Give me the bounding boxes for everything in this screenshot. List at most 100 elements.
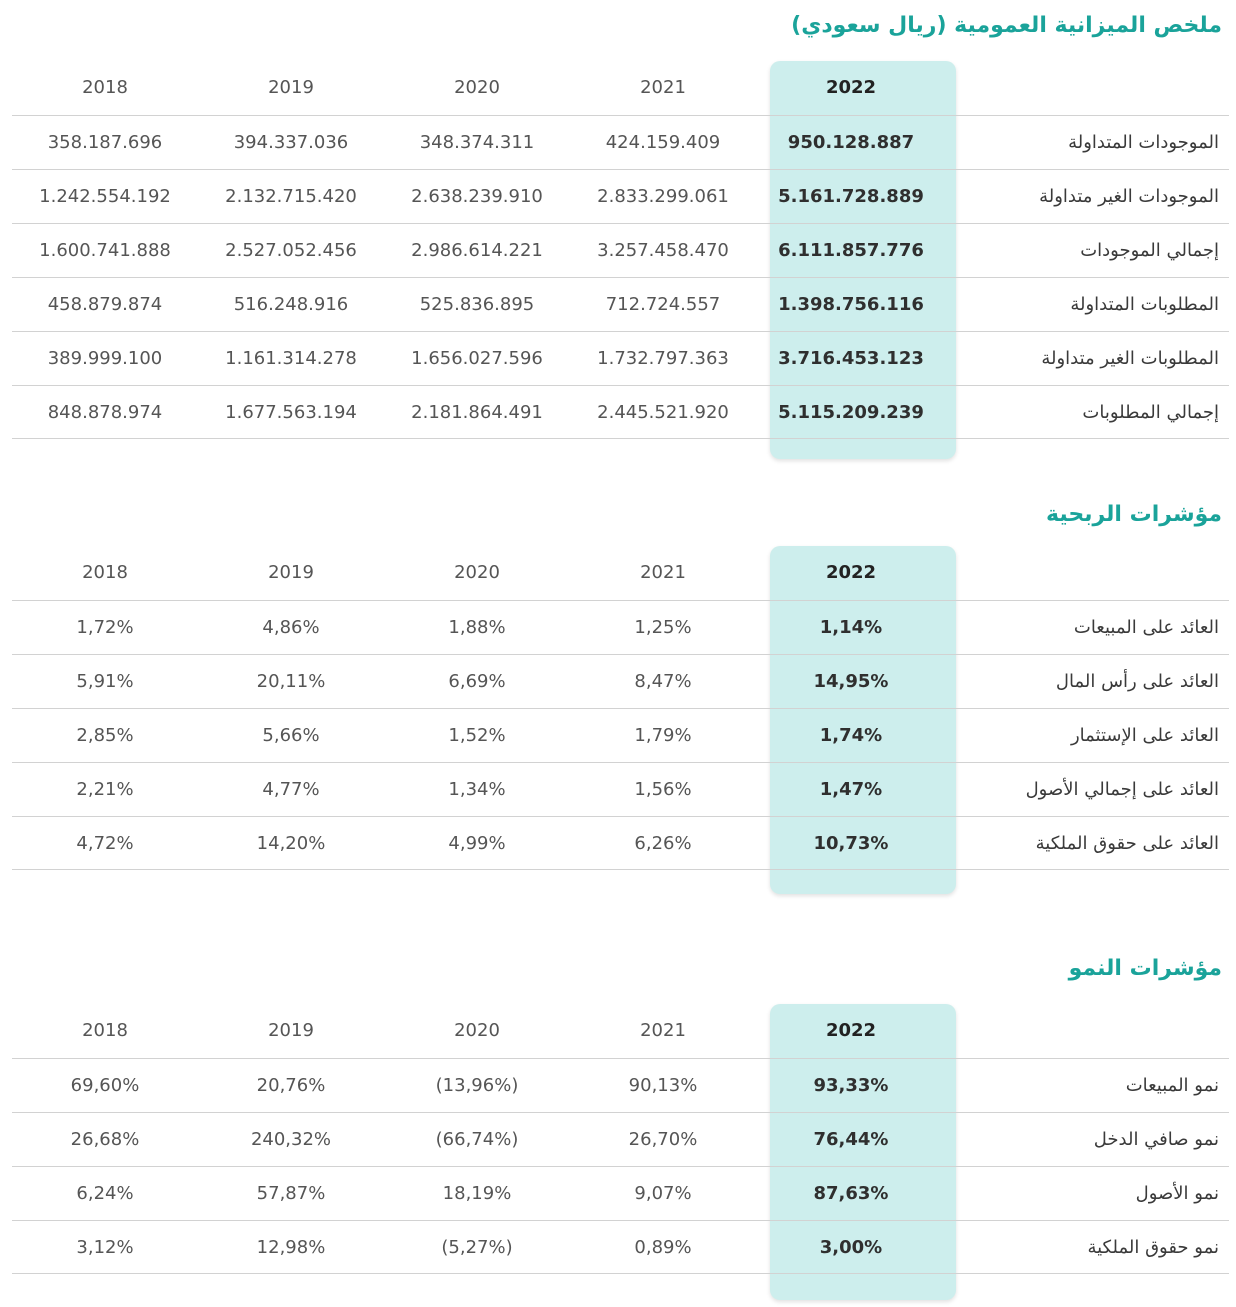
value-2018: 358.187.696	[47, 132, 163, 153]
value-2019: 4,86%	[262, 617, 320, 638]
value-2018: 2,21%	[76, 779, 134, 800]
year-header-2018: 2018	[82, 1020, 128, 1041]
value-2022: 5.161.728.889	[778, 186, 924, 207]
value-2019: 20,76%	[256, 1075, 326, 1096]
year-header-2021: 2021	[640, 562, 686, 583]
value-2019: 240,32%	[250, 1129, 332, 1150]
value-2020: (66,74%)	[435, 1129, 519, 1150]
year-header-2020: 2020	[454, 77, 500, 98]
value-2021: 1,56%	[634, 779, 692, 800]
balance-sheet-table: 2018 2019 2020 2021 2022 358.187.696 394…	[12, 61, 1229, 461]
table-row: 2,85% 5,66% 1,52% 1,79% 1,74% العائد على…	[12, 708, 1229, 762]
table-row: 5,91% 20,11% 6,69% 8,47% 14,95% العائد ع…	[12, 654, 1229, 708]
row-label: نمو الأصول	[1135, 1183, 1219, 1204]
value-2018: 5,91%	[76, 671, 134, 692]
row-label: المطلوبات المتداولة	[1070, 294, 1219, 315]
value-2019: 2.132.715.420	[225, 186, 357, 207]
value-2019: 1.161.314.278	[225, 348, 357, 369]
table-row: 2,21% 4,77% 1,34% 1,56% 1,47% العائد على…	[12, 762, 1229, 816]
value-2022: 3.716.453.123	[778, 348, 924, 369]
value-2022: 1,74%	[819, 725, 883, 746]
value-2021: 9,07%	[634, 1183, 692, 1204]
value-2018: 1,72%	[76, 617, 134, 638]
table-row: 848.878.974 1.677.563.194 2.181.864.491 …	[12, 385, 1229, 439]
value-2021: 1.732.797.363	[597, 348, 729, 369]
year-header-2021: 2021	[640, 1020, 686, 1041]
value-2019: 12,98%	[256, 1237, 326, 1258]
table-row: 458.879.874 516.248.916 525.836.895 712.…	[12, 277, 1229, 331]
value-2018: 3,12%	[76, 1237, 134, 1258]
value-2022: 5.115.209.239	[778, 402, 924, 423]
table-row: 1.242.554.192 2.132.715.420 2.638.239.91…	[12, 169, 1229, 223]
section-title: ملخص الميزانية العمومية (ريال سعودي)	[791, 13, 1222, 38]
value-2018: 4,72%	[76, 833, 134, 854]
value-2018: 1.600.741.888	[39, 240, 171, 261]
year-header-2022: 2022	[825, 562, 877, 583]
row-label: نمو صافي الدخل	[1093, 1129, 1219, 1150]
year-header-2019: 2019	[268, 562, 314, 583]
value-2021: 2.445.521.920	[597, 402, 729, 423]
year-header-2022: 2022	[825, 1020, 877, 1041]
value-2022: 1,14%	[819, 617, 883, 638]
table-row: 26,68% 240,32% (66,74%) 26,70% 76,44% نم…	[12, 1112, 1229, 1166]
row-label: العائد على المبيعات	[1073, 617, 1219, 638]
value-2022: 93,33%	[813, 1075, 889, 1096]
value-2018: 389.999.100	[47, 348, 163, 369]
year-header-2020: 2020	[454, 562, 500, 583]
growth-table: 2018 2019 2020 2021 2022 69,60% 20,76% (…	[12, 1004, 1229, 1304]
row-label: الموجودات المتداولة	[1068, 132, 1219, 153]
value-2018: 2,85%	[76, 725, 134, 746]
value-2021: 6,26%	[634, 833, 692, 854]
value-2020: (5,27%)	[441, 1237, 513, 1258]
year-header-2019: 2019	[268, 1020, 314, 1041]
table-header-row: 2018 2019 2020 2021 2022	[12, 546, 1229, 600]
row-label: نمو المبيعات	[1125, 1075, 1219, 1096]
value-2020: 1,52%	[448, 725, 506, 746]
value-2022: 6.111.857.776	[778, 240, 924, 261]
year-header-2021: 2021	[640, 77, 686, 98]
value-2019: 2.527.052.456	[225, 240, 357, 261]
value-2021: 2.833.299.061	[597, 186, 729, 207]
value-2019: 5,66%	[262, 725, 320, 746]
current-year-highlight	[770, 546, 956, 894]
value-2021: 26,70%	[628, 1129, 698, 1150]
section-title: مؤشرات النمو	[1068, 956, 1222, 981]
value-2018: 458.879.874	[47, 294, 163, 315]
profitability-table: 2018 2019 2020 2021 2022 1,72% 4,86% 1,8…	[12, 546, 1229, 896]
row-label: العائد على إجمالي الأصول	[1025, 779, 1219, 800]
value-2020: 18,19%	[442, 1183, 512, 1204]
value-2021: 0,89%	[634, 1237, 692, 1258]
value-2021: 424.159.409	[605, 132, 721, 153]
value-2022: 87,63%	[813, 1183, 889, 1204]
value-2020: 4,99%	[448, 833, 506, 854]
current-year-highlight	[770, 61, 956, 459]
value-2021: 1,25%	[634, 617, 692, 638]
table-header-row: 2018 2019 2020 2021 2022	[12, 1004, 1229, 1058]
value-2020: 6,69%	[448, 671, 506, 692]
value-2022: 950.128.887	[787, 132, 915, 153]
value-2019: 20,11%	[256, 671, 326, 692]
value-2018: 6,24%	[76, 1183, 134, 1204]
year-header-2020: 2020	[454, 1020, 500, 1041]
table-header-row: 2018 2019 2020 2021 2022	[12, 61, 1229, 115]
table-row: 69,60% 20,76% (13,96%) 90,13% 93,33% نمو…	[12, 1058, 1229, 1112]
value-2018: 1.242.554.192	[39, 186, 171, 207]
value-2021: 3.257.458.470	[597, 240, 729, 261]
value-2021: 1,79%	[634, 725, 692, 746]
value-2020: 348.374.311	[419, 132, 535, 153]
value-2022: 76,44%	[813, 1129, 889, 1150]
value-2022: 3,00%	[819, 1237, 883, 1258]
value-2019: 394.337.036	[233, 132, 349, 153]
table-row: 3,12% 12,98% (5,27%) 0,89% 3,00% نمو حقو…	[12, 1220, 1229, 1274]
section-title: مؤشرات الربحية	[1046, 502, 1222, 527]
value-2019: 14,20%	[256, 833, 326, 854]
value-2021: 8,47%	[634, 671, 692, 692]
table-row: 358.187.696 394.337.036 348.374.311 424.…	[12, 115, 1229, 169]
value-2020: 1.656.027.596	[411, 348, 543, 369]
value-2019: 1.677.563.194	[225, 402, 357, 423]
value-2022: 14,95%	[813, 671, 889, 692]
value-2020: 2.638.239.910	[411, 186, 543, 207]
table-row: 389.999.100 1.161.314.278 1.656.027.596 …	[12, 331, 1229, 385]
row-label: نمو حقوق الملكية	[1087, 1237, 1219, 1258]
value-2020: 1,34%	[448, 779, 506, 800]
